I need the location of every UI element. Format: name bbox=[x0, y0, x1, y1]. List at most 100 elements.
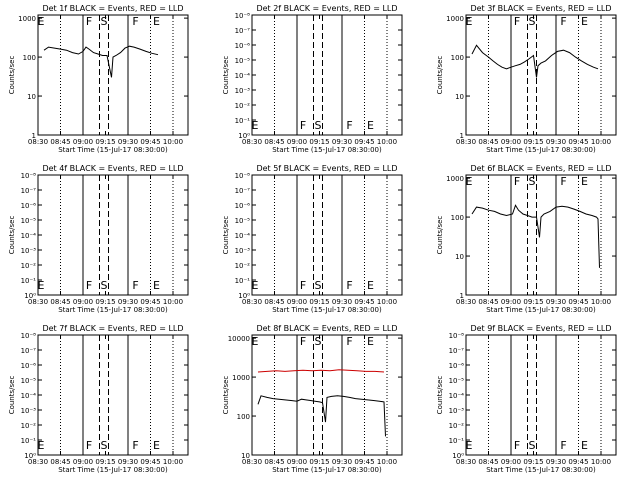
x-tick-label: 09:15 bbox=[309, 458, 329, 466]
y-axis-label: Counts/sec bbox=[222, 56, 230, 95]
y-tick-label: 10⁰ bbox=[238, 132, 250, 140]
x-tick-label: 08:45 bbox=[50, 298, 70, 306]
event-marker: F bbox=[346, 279, 352, 292]
y-tick-label: 1000 bbox=[18, 15, 36, 23]
y-tick-label: 10⁻⁴ bbox=[21, 232, 37, 240]
y-tick-label: 10⁻⁵ bbox=[449, 377, 465, 385]
x-tick-label: 09:15 bbox=[523, 298, 543, 306]
x-tick-label: 09:15 bbox=[309, 138, 329, 146]
y-tick-label: 10⁻⁷ bbox=[235, 187, 251, 195]
panel-det-7: Det 7f BLACK = Events, RED = LLD 10⁰ 10⁻¹ 1… bbox=[8, 324, 189, 474]
event-marker: F bbox=[86, 279, 92, 292]
series-line bbox=[471, 204, 600, 268]
x-tick-label: 09:45 bbox=[140, 298, 160, 306]
y-tick-label: 10⁰ bbox=[238, 292, 250, 300]
y-tick-label: 10⁻¹ bbox=[235, 117, 251, 125]
x-tick-label: 09:00 bbox=[73, 138, 93, 146]
x-tick-label: 10:00 bbox=[377, 458, 397, 466]
panel-title: Det 5f BLACK = Events, RED = LLD bbox=[256, 164, 397, 173]
x-tick-label: 09:00 bbox=[501, 298, 521, 306]
y-tick-label: 10⁰ bbox=[452, 452, 464, 460]
x-axis-label: Start Time (15-Jul-17 08:30:00) bbox=[486, 306, 596, 314]
x-tick-label: 09:15 bbox=[523, 138, 543, 146]
panel-title: Det 1f BLACK = Events, RED = LLD bbox=[42, 4, 183, 13]
y-tick-label: 10⁻⁶ bbox=[449, 362, 465, 370]
y-tick-label: 10⁻⁸ bbox=[235, 172, 251, 180]
y-tick-label: 100 bbox=[451, 54, 464, 62]
event-marker: F bbox=[514, 439, 520, 452]
y-tick-label: 10⁻² bbox=[235, 102, 251, 110]
x-axis-label: Start Time (15-Jul-17 08:30:00) bbox=[58, 306, 168, 314]
x-tick-label: 09:00 bbox=[287, 458, 307, 466]
event-marker: E bbox=[153, 15, 160, 28]
y-tick-label: 10 bbox=[455, 253, 464, 261]
y-tick-label: 10⁻⁷ bbox=[21, 347, 37, 355]
x-tick-label: 09:15 bbox=[523, 458, 543, 466]
x-tick-label: 09:15 bbox=[95, 458, 115, 466]
panel-title: Det 4f BLACK = Events, RED = LLD bbox=[42, 164, 183, 173]
y-tick-label: 10⁻³ bbox=[235, 247, 251, 255]
y-tick-label: 10⁻⁸ bbox=[21, 332, 37, 340]
y-tick-label: 10⁻⁷ bbox=[235, 27, 251, 35]
event-marker: E bbox=[367, 279, 374, 292]
series-line bbox=[43, 45, 159, 78]
event-marker: E bbox=[252, 119, 259, 132]
x-tick-label: 08:30 bbox=[242, 458, 262, 466]
x-tick-label: 09:00 bbox=[287, 138, 307, 146]
y-tick-label: 1 bbox=[460, 132, 464, 140]
plot-frame bbox=[465, 14, 617, 136]
y-tick-label: 10⁻² bbox=[21, 262, 37, 270]
panel-title: Det 9f BLACK = Events, RED = LLD bbox=[470, 324, 611, 333]
x-tick-label: 08:45 bbox=[264, 458, 284, 466]
x-tick-label: 10:00 bbox=[591, 298, 611, 306]
panel-title: Det 6f BLACK = Events, RED = LLD bbox=[470, 164, 611, 173]
event-marker: E bbox=[466, 15, 473, 28]
y-tick-label: 10⁻³ bbox=[449, 407, 465, 415]
y-tick-label: 10⁻¹ bbox=[235, 277, 251, 285]
x-tick-label: 09:15 bbox=[95, 138, 115, 146]
y-axis-label: Counts/sec bbox=[222, 376, 230, 415]
y-tick-label: 10⁰ bbox=[24, 452, 36, 460]
x-tick-label: 08:30 bbox=[456, 298, 476, 306]
panel-det-5: Det 5f BLACK = Events, RED = LLD 10⁰ 10⁻¹ 1… bbox=[222, 164, 403, 314]
event-marker: F bbox=[346, 335, 352, 348]
x-tick-label: 09:30 bbox=[546, 298, 566, 306]
event-marker: F bbox=[86, 15, 92, 28]
x-tick-label: 10:00 bbox=[591, 458, 611, 466]
x-tick-label: 08:30 bbox=[28, 138, 48, 146]
x-axis-label: Start Time (15-Jul-17 08:30:00) bbox=[272, 146, 382, 154]
x-tick-label: 08:45 bbox=[50, 458, 70, 466]
event-marker: F bbox=[300, 119, 306, 132]
y-axis-label: Counts/sec bbox=[8, 376, 16, 415]
y-tick-label: 1000 bbox=[446, 175, 464, 183]
y-tick-label: 10⁻⁸ bbox=[449, 332, 465, 340]
event-marker: E bbox=[38, 439, 45, 452]
x-tick-label: 09:30 bbox=[546, 458, 566, 466]
y-tick-label: 10000 bbox=[228, 335, 250, 343]
y-tick-label: 10⁻³ bbox=[21, 247, 37, 255]
event-marker: F bbox=[132, 439, 138, 452]
event-marker: F bbox=[132, 15, 138, 28]
event-marker: F bbox=[300, 279, 306, 292]
y-tick-label: 1 bbox=[32, 132, 36, 140]
y-axis-label: Counts/sec bbox=[222, 216, 230, 255]
y-tick-label: 10⁻² bbox=[21, 422, 37, 430]
y-tick-label: 10⁻⁷ bbox=[21, 187, 37, 195]
x-tick-label: 08:30 bbox=[242, 298, 262, 306]
event-marker: E bbox=[581, 175, 588, 188]
x-tick-label: 08:45 bbox=[478, 138, 498, 146]
event-marker: E bbox=[581, 439, 588, 452]
x-tick-label: 09:30 bbox=[332, 138, 352, 146]
y-tick-label: 10⁻¹ bbox=[449, 437, 465, 445]
event-marker: F bbox=[560, 439, 566, 452]
y-tick-label: 1000 bbox=[232, 374, 250, 382]
event-marker: F bbox=[300, 335, 306, 348]
x-axis-label: Start Time (15-Jul-17 08:30:00) bbox=[486, 146, 596, 154]
y-tick-label: 10⁻¹ bbox=[21, 277, 37, 285]
y-tick-label: 100 bbox=[23, 54, 36, 62]
y-tick-label: 10⁻¹ bbox=[21, 437, 37, 445]
y-tick-label: 10 bbox=[241, 452, 250, 460]
y-axis-label: Counts/sec bbox=[436, 216, 444, 255]
series-line bbox=[257, 369, 385, 373]
